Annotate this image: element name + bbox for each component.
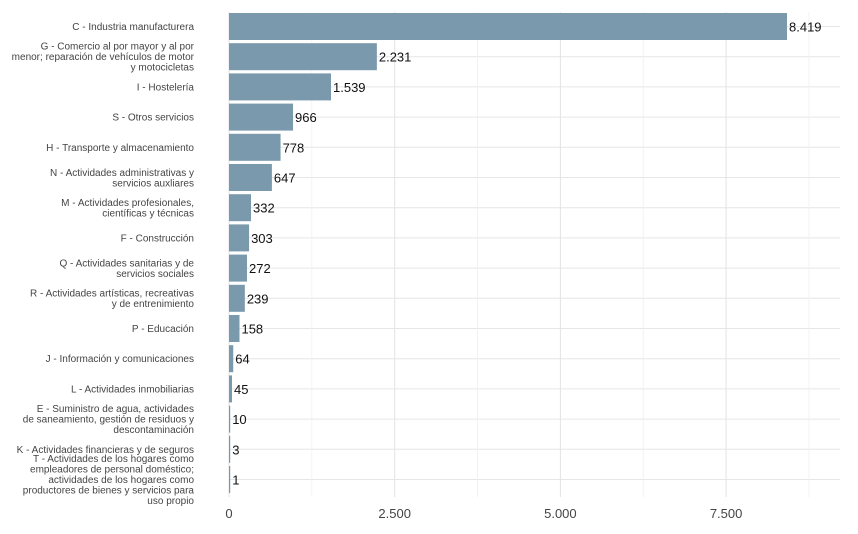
data-label: 332	[253, 201, 275, 216]
category-label: M - Actividades profesionales, científica…	[61, 198, 194, 220]
data-label: 1	[232, 473, 239, 488]
category-label: Q - Actividades sanitarias y de servicios…	[59, 258, 194, 280]
bar	[229, 375, 232, 403]
bar	[229, 103, 294, 131]
data-label: 272	[249, 261, 271, 276]
category-label: T - Actividades de los hogares como emple…	[23, 454, 195, 507]
category-label: J - Información y comunicaciones	[46, 354, 194, 365]
category-label: K - Actividades financieras y de seguros	[17, 445, 194, 456]
data-label: 158	[241, 322, 263, 337]
category-label: H - Transporte y almacenamiento	[46, 143, 194, 154]
x-tick-label: 5.000	[544, 506, 577, 521]
data-label: 647	[274, 171, 296, 186]
category-labels: C - Industria manufacturera G - Comercio …	[12, 22, 195, 507]
category-label: N - Actividades administrativas y servici…	[50, 168, 194, 190]
bar	[229, 284, 245, 312]
data-label: 966	[295, 110, 317, 125]
category-label: R - Actividades artísticas, recreativas y…	[30, 289, 194, 311]
data-label: 45	[234, 382, 248, 397]
bar	[229, 133, 281, 161]
x-axis-tick-labels: 0 2.500 5.000 7.500	[225, 506, 742, 521]
data-label: 3	[232, 442, 239, 457]
bar	[229, 73, 332, 101]
bar	[229, 435, 231, 463]
data-label: 2.231	[379, 50, 412, 65]
bar	[229, 405, 231, 433]
grid	[228, 12, 840, 497]
value-labels: 8.419 2.231 1.539 966 778 647 332 303 272 239 158 6…	[232, 20, 821, 488]
data-label: 303	[251, 231, 273, 246]
category-label: C - Industria manufacturera	[72, 22, 194, 33]
category-label: P - Educación	[132, 324, 194, 335]
category-label: F - Construcción	[121, 233, 194, 244]
category-label: I - Hostelería	[137, 82, 195, 93]
bar	[229, 254, 248, 282]
bar	[229, 194, 252, 222]
bar	[229, 43, 377, 71]
data-label: 778	[283, 140, 305, 155]
bar	[229, 315, 240, 342]
category-label: G - Comercio al por mayor y al por menor;…	[12, 42, 195, 74]
bar	[229, 345, 234, 373]
x-tick-label: 7.500	[710, 506, 743, 521]
data-label: 10	[232, 412, 246, 427]
category-label: L - Actividades inmobiliarias	[71, 384, 194, 395]
data-label: 239	[247, 291, 269, 306]
category-label: S - Otros servicios	[112, 113, 194, 124]
x-tick-label: 0	[225, 506, 232, 521]
bar	[229, 164, 272, 191]
data-label: 64	[235, 352, 249, 367]
category-label: E - Suministro de agua, actividades de sa…	[23, 404, 194, 436]
bar	[229, 224, 250, 252]
data-label: 8.419	[789, 20, 822, 35]
bar	[229, 13, 787, 40]
x-tick-label: 2.500	[378, 506, 411, 521]
bar	[229, 466, 231, 493]
data-label: 1.539	[333, 80, 366, 95]
bars	[229, 13, 787, 493]
